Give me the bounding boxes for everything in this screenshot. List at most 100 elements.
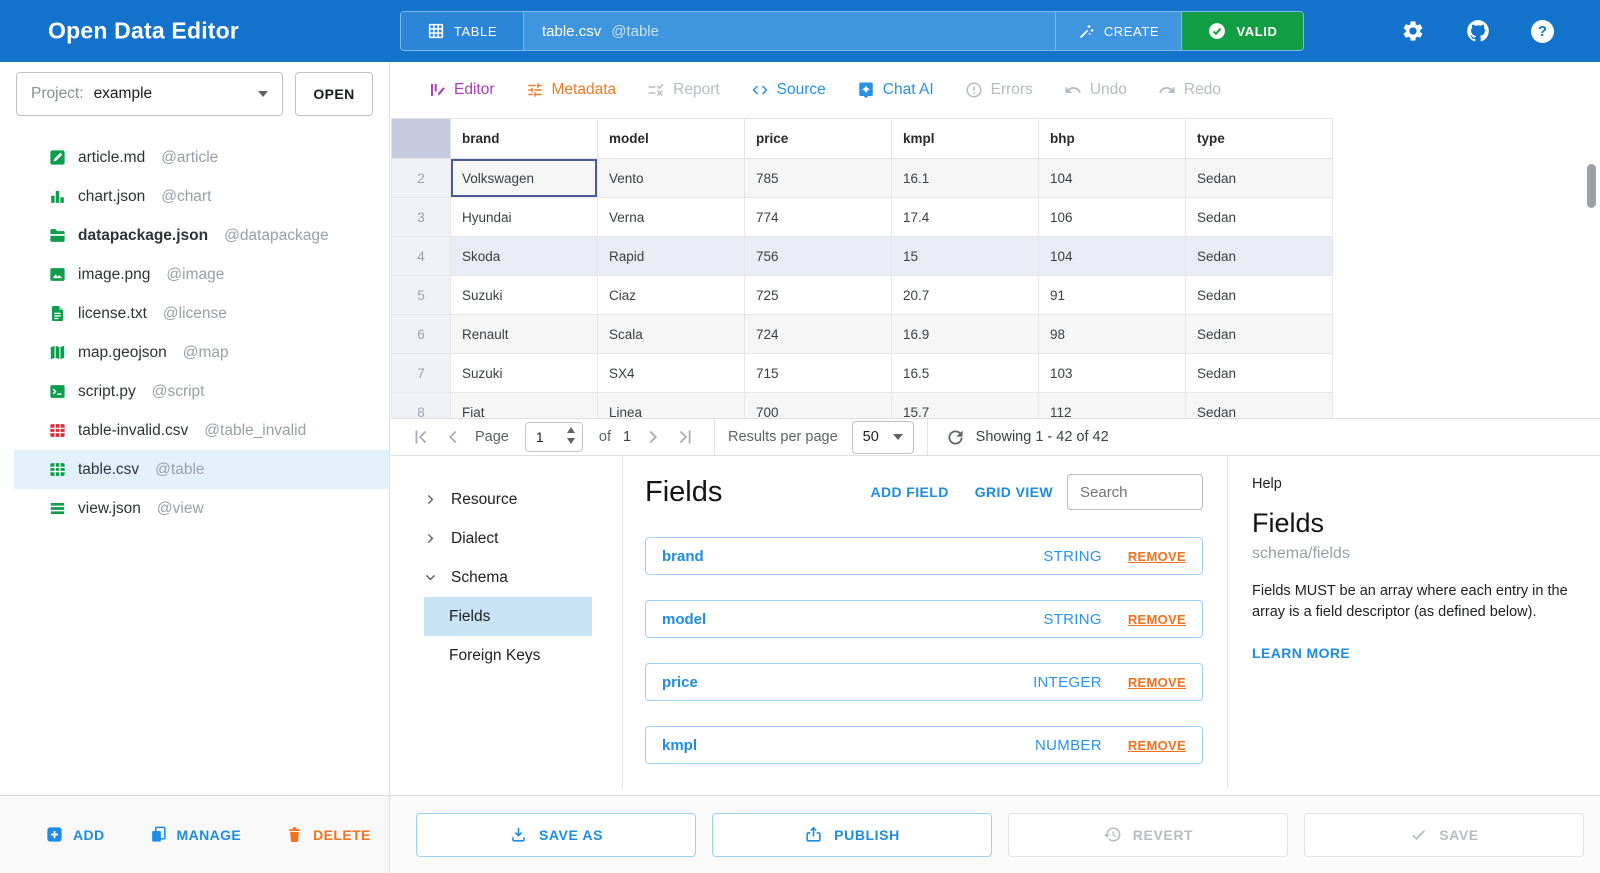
- cell-model[interactable]: Verna: [597, 197, 745, 237]
- cell-price[interactable]: 725: [744, 275, 892, 315]
- manage-file-button[interactable]: MANAGE: [149, 825, 242, 844]
- open-project-button[interactable]: OPEN: [295, 72, 373, 116]
- cell-price[interactable]: 715: [744, 353, 892, 393]
- row-number[interactable]: 6: [391, 314, 451, 354]
- cell-kmpl[interactable]: 16.9: [891, 314, 1039, 354]
- column-header-type[interactable]: type: [1185, 118, 1333, 159]
- cell-brand[interactable]: Hyundai: [450, 197, 598, 237]
- tree-item-foreign-keys[interactable]: Foreign Keys: [424, 636, 592, 675]
- field-card-kmpl[interactable]: kmpl NUMBER REMOVE: [645, 726, 1203, 764]
- file-item-script[interactable]: script.py @script: [14, 372, 389, 411]
- save-button[interactable]: SAVE: [1304, 812, 1584, 857]
- field-search-input[interactable]: [1067, 474, 1203, 510]
- learn-more-link[interactable]: LEARN MORE: [1252, 645, 1351, 662]
- cell-brand[interactable]: Volkswagen: [450, 158, 598, 198]
- file-item-article[interactable]: article.md @article: [14, 138, 389, 177]
- file-item-view[interactable]: view.json @view: [14, 489, 389, 528]
- cell-kmpl[interactable]: 15: [891, 236, 1039, 276]
- remove-field-button[interactable]: REMOVE: [1127, 674, 1186, 690]
- column-header-kmpl[interactable]: kmpl: [891, 118, 1039, 159]
- cell-price[interactable]: 785: [744, 158, 892, 198]
- github-icon[interactable]: [1465, 18, 1491, 44]
- cell-bhp[interactable]: 91: [1038, 275, 1186, 315]
- file-item-chart[interactable]: chart.json @chart: [14, 177, 389, 216]
- column-header-model[interactable]: model: [597, 118, 745, 159]
- cell-bhp[interactable]: 98: [1038, 314, 1186, 354]
- file-path[interactable]: table.csv @table: [524, 12, 1055, 50]
- row-number[interactable]: 3: [391, 197, 451, 237]
- cell-model[interactable]: Ciaz: [597, 275, 745, 315]
- save-as-button[interactable]: SAVE AS: [416, 812, 696, 857]
- tab-redo[interactable]: Redo: [1158, 81, 1221, 99]
- add-field-button[interactable]: ADD FIELD: [870, 484, 949, 500]
- valid-button[interactable]: VALID: [1181, 12, 1303, 50]
- tab-metadata[interactable]: Metadata: [526, 81, 616, 99]
- file-item-license[interactable]: license.txt @license: [14, 294, 389, 333]
- revert-button[interactable]: REVERT: [1008, 812, 1288, 857]
- cell-kmpl[interactable]: 20.7: [891, 275, 1039, 315]
- tab-report[interactable]: Report: [647, 81, 720, 99]
- cell-bhp[interactable]: 103: [1038, 353, 1186, 393]
- cell-type[interactable]: Sedan: [1185, 392, 1333, 418]
- stepper-up-icon[interactable]: [566, 427, 575, 433]
- cell-kmpl[interactable]: 16.5: [891, 353, 1039, 393]
- cell-bhp[interactable]: 112: [1038, 392, 1186, 418]
- file-item-table_invalid[interactable]: table-invalid.csv @table_invalid: [14, 411, 389, 450]
- cell-model[interactable]: Vento: [597, 158, 745, 198]
- tree-item-schema[interactable]: Schema: [424, 558, 592, 597]
- field-card-price[interactable]: price INTEGER REMOVE: [645, 663, 1203, 701]
- column-header-brand[interactable]: brand: [450, 118, 598, 159]
- stepper-down-icon[interactable]: [566, 438, 575, 444]
- cell-bhp[interactable]: 106: [1038, 197, 1186, 237]
- vertical-scrollbar[interactable]: [1587, 164, 1596, 208]
- cell-model[interactable]: SX4: [597, 353, 745, 393]
- row-select-header[interactable]: [391, 118, 451, 159]
- next-page-icon[interactable]: [642, 426, 664, 448]
- tab-undo[interactable]: Undo: [1064, 81, 1127, 99]
- page-number-input[interactable]: [524, 422, 583, 452]
- cell-type[interactable]: Sedan: [1185, 314, 1333, 354]
- cell-type[interactable]: Sedan: [1185, 353, 1333, 393]
- row-number[interactable]: 2: [391, 158, 451, 198]
- file-item-table[interactable]: table.csv @table: [14, 450, 389, 489]
- column-header-bhp[interactable]: bhp: [1038, 118, 1186, 159]
- cell-price[interactable]: 700: [744, 392, 892, 418]
- row-number[interactable]: 7: [391, 353, 451, 393]
- tab-editor[interactable]: Editor: [428, 81, 495, 99]
- publish-button[interactable]: PUBLISH: [712, 812, 992, 857]
- cell-model[interactable]: Rapid: [597, 236, 745, 276]
- cell-type[interactable]: Sedan: [1185, 197, 1333, 237]
- remove-field-button[interactable]: REMOVE: [1127, 737, 1186, 753]
- tab-chat-ai[interactable]: Chat AI: [857, 81, 934, 99]
- cell-kmpl[interactable]: 17.4: [891, 197, 1039, 237]
- field-card-model[interactable]: model STRING REMOVE: [645, 600, 1203, 638]
- cell-model[interactable]: Scala: [597, 314, 745, 354]
- row-number[interactable]: 4: [391, 236, 451, 276]
- cell-brand[interactable]: Fiat: [450, 392, 598, 418]
- field-card-brand[interactable]: brand STRING REMOVE: [645, 537, 1203, 575]
- cell-kmpl[interactable]: 16.1: [891, 158, 1039, 198]
- cell-brand[interactable]: Suzuki: [450, 353, 598, 393]
- tree-item-fields[interactable]: Fields: [424, 597, 592, 636]
- page-stepper[interactable]: [566, 427, 575, 444]
- create-button[interactable]: CREATE: [1055, 12, 1181, 50]
- last-page-icon[interactable]: [674, 426, 696, 448]
- project-select[interactable]: Project: example: [16, 72, 283, 116]
- cell-type[interactable]: Sedan: [1185, 158, 1333, 198]
- help-icon[interactable]: ?: [1531, 19, 1554, 43]
- first-page-icon[interactable]: [410, 426, 432, 448]
- file-item-datapackage[interactable]: datapackage.json @datapackage: [14, 216, 389, 255]
- cell-brand[interactable]: Skoda: [450, 236, 598, 276]
- tab-source[interactable]: Source: [751, 81, 826, 99]
- row-number[interactable]: 5: [391, 275, 451, 315]
- cell-type[interactable]: Sedan: [1185, 275, 1333, 315]
- file-item-image[interactable]: image.png @image: [14, 255, 389, 294]
- cell-price[interactable]: 774: [744, 197, 892, 237]
- remove-field-button[interactable]: REMOVE: [1127, 611, 1186, 627]
- tab-errors[interactable]: Errors: [965, 81, 1033, 99]
- delete-file-button[interactable]: DELETE: [285, 825, 371, 844]
- results-per-page-select[interactable]: 50: [851, 420, 914, 454]
- cell-bhp[interactable]: 104: [1038, 158, 1186, 198]
- page-number-field[interactable]: [535, 429, 566, 445]
- cell-kmpl[interactable]: 15.7: [891, 392, 1039, 418]
